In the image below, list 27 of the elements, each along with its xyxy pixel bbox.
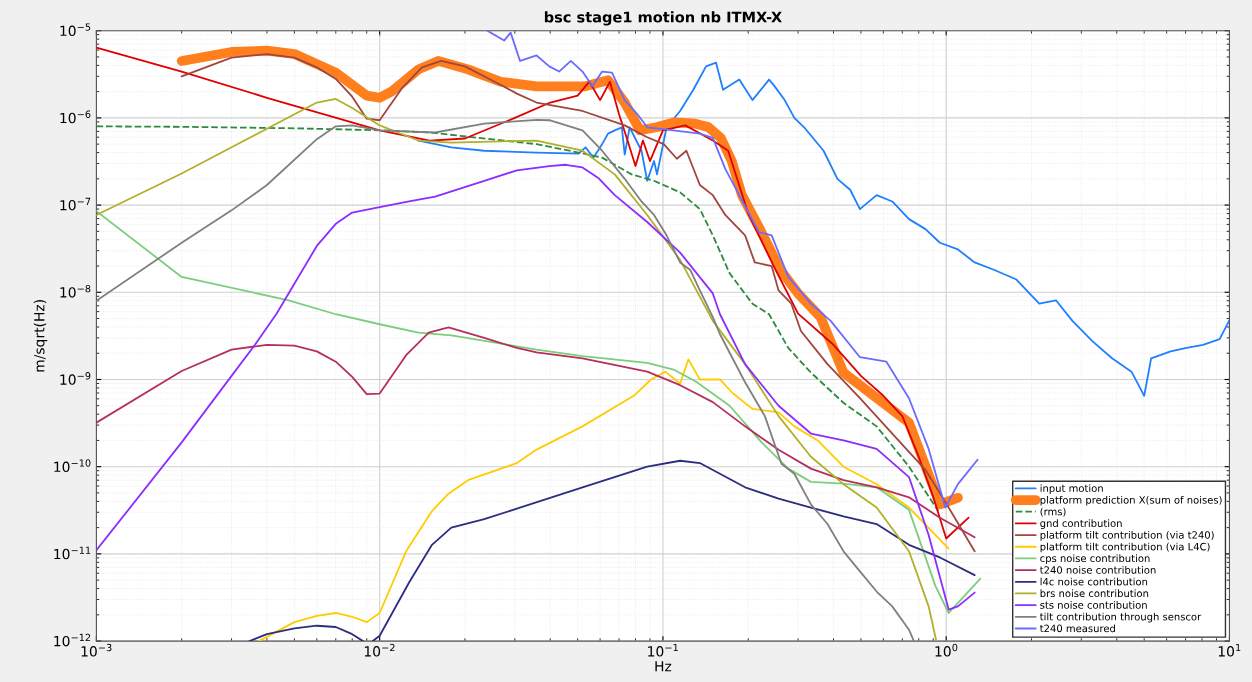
legend-label: tilt contribution through senscor <box>1039 612 1202 623</box>
x-tick-label: 10$^{1}$ <box>1218 643 1241 657</box>
y-tick-label: 10$^{−6}$ <box>60 110 91 124</box>
y-tick-label: 10$^{−7}$ <box>60 197 91 211</box>
x-axis-title: Hz <box>655 661 672 672</box>
legend-label: platform prediction X(sum of noises) <box>1040 495 1222 506</box>
legend-label: l4c noise contribution <box>1040 577 1148 586</box>
chart-title: bsc stage1 motion nb ITMX-X <box>544 11 782 26</box>
legend-label: sts noise contribution <box>1040 601 1147 609</box>
y-tick-label: 10$^{−10}$ <box>54 459 91 473</box>
x-tick-label: 10$^{−1}$ <box>648 643 678 657</box>
x-tick-label: 10$^{−2}$ <box>364 643 395 657</box>
legend-label: input motion <box>1040 484 1103 494</box>
y-tick-label: 10$^{−5}$ <box>60 23 91 37</box>
legend-label: t240 measured <box>1039 624 1115 633</box>
legend-label: cps noise contribution <box>1040 554 1150 565</box>
legend-label: t240 noise contribution <box>1039 566 1156 574</box>
y-tick-label: 10$^{−9}$ <box>60 372 91 385</box>
y-axis-title: m/sqrt(Hz) <box>33 300 48 372</box>
y-tick-label: 10$^{−11}$ <box>54 546 91 560</box>
y-tick-label: 10$^{−8}$ <box>60 284 91 298</box>
legend-label: (rms) <box>1040 507 1066 517</box>
x-tick-label: 10$^{0}$ <box>935 643 958 657</box>
legend-label: gnd contribution <box>1040 519 1122 529</box>
legend-label: platform tilt contribution (via L4C) <box>1040 542 1210 553</box>
legend-label: brs noise contribution <box>1040 589 1149 598</box>
legend-label: platform tilt contribution (via t240) <box>1040 530 1214 541</box>
